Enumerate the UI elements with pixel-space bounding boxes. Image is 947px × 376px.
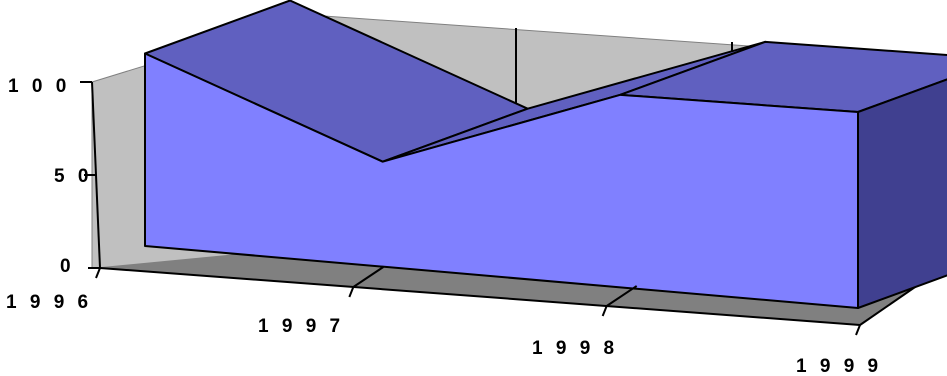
x-axis-tick-1996	[95, 267, 101, 279]
data-point-1997	[382, 161, 384, 163]
y-tick-label-0: 0	[60, 256, 75, 277]
data-point-1999	[857, 111, 859, 113]
floor-back-edge	[99, 267, 861, 326]
area-series	[144, 0, 947, 309]
y-tick-label-50: 5 0	[54, 166, 92, 187]
area-front-face	[144, 52, 859, 309]
x-axis-tick-1999	[855, 324, 861, 336]
x-tick-label-1996: 1 9 9 6	[6, 292, 92, 313]
x-axis-ticks	[95, 266, 861, 336]
x-tick-label-1999: 1 9 9 9	[796, 356, 882, 376]
floor-divider-1997	[352, 266, 384, 288]
data-point-1998	[619, 94, 621, 96]
data-point-1996	[144, 53, 146, 54]
x-axis-tick-1998	[601, 305, 608, 317]
x-tick-label-1998: 1 9 9 8	[532, 338, 618, 359]
floor-divider-1998	[606, 285, 638, 307]
x-tick-label-1997: 1 9 9 7	[258, 316, 344, 337]
x-axis-tick-1997	[348, 286, 355, 298]
y-tick-label-100: 1 0 0	[8, 76, 70, 97]
